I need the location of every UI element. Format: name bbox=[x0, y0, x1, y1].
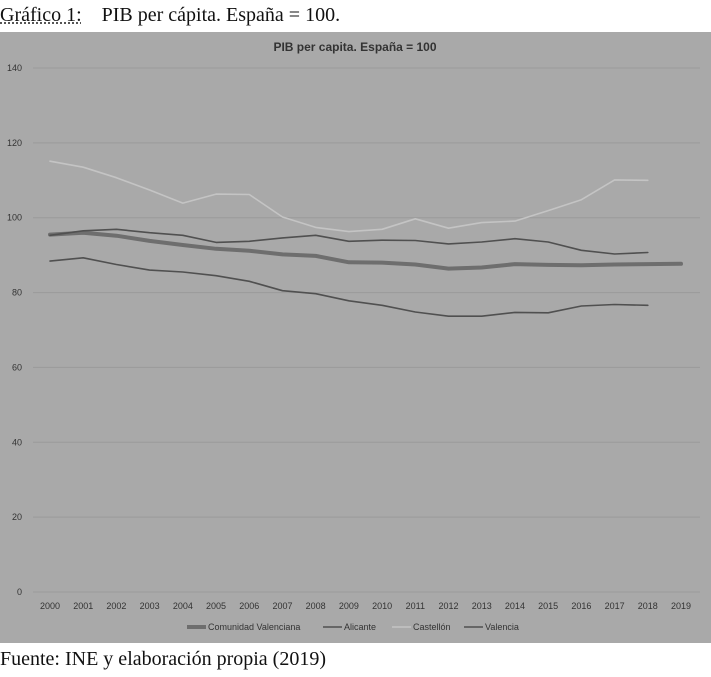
legend-label-valencia: Valencia bbox=[485, 622, 519, 632]
x-tick-label: 2014 bbox=[505, 601, 525, 611]
x-tick-label: 2003 bbox=[140, 601, 160, 611]
series-line-alicante bbox=[49, 257, 649, 317]
x-tick-label: 2011 bbox=[406, 601, 425, 611]
figure-label: Gráfico 1: bbox=[0, 4, 82, 26]
y-tick-label: 80 bbox=[12, 288, 22, 298]
chart-panel: PIB per capita. España = 100 0 20 40 60 80 10… bbox=[0, 32, 711, 643]
x-tick-label: 2015 bbox=[538, 601, 558, 611]
chart-title: PIB per capita. España = 100 bbox=[273, 40, 436, 54]
figure-title: PIB per cápita. España = 100. bbox=[101, 4, 341, 26]
figure-heading: Gráfico 1: PIB per cápita. España = 100. bbox=[0, 0, 340, 30]
gridlines bbox=[33, 67, 700, 593]
y-tick-label: 60 bbox=[12, 362, 22, 372]
x-axis-ticks: 2000 2001 2002 2003 2004 2005 2006 2007 2008 2009… bbox=[40, 601, 691, 611]
x-tick-label: 2002 bbox=[106, 601, 126, 611]
y-tick-label: 100 bbox=[7, 213, 22, 223]
x-tick-label: 2019 bbox=[671, 601, 691, 611]
legend: Comunidad Valenciana Alicante Castellón Val… bbox=[187, 622, 519, 632]
x-tick-label: 2000 bbox=[40, 601, 60, 611]
legend-label-comunidad-valenciana: Comunidad Valenciana bbox=[208, 622, 300, 632]
y-tick-label: 120 bbox=[7, 138, 22, 148]
x-tick-label: 2017 bbox=[605, 601, 625, 611]
x-tick-label: 2010 bbox=[372, 601, 392, 611]
x-tick-label: 2012 bbox=[439, 601, 459, 611]
series-line-castellon bbox=[49, 160, 649, 233]
y-tick-label: 0 bbox=[17, 587, 22, 597]
source-note: Fuente: INE y elaboración propia (2019) bbox=[0, 648, 327, 670]
legend-label-alicante: Alicante bbox=[344, 622, 376, 632]
x-tick-label: 2009 bbox=[339, 601, 359, 611]
x-tick-label: 2007 bbox=[272, 601, 292, 611]
x-tick-label: 2004 bbox=[173, 601, 193, 611]
y-tick-label: 40 bbox=[12, 437, 22, 447]
y-axis-ticks: 0 20 40 60 80 100 120 140 bbox=[7, 63, 22, 597]
line-chart: PIB per capita. España = 100 0 20 40 60 80 10… bbox=[7, 40, 700, 632]
legend-label-castellon: Castellón bbox=[413, 622, 451, 632]
series-lines bbox=[48, 160, 683, 317]
y-tick-label: 140 bbox=[7, 63, 22, 73]
x-tick-label: 2008 bbox=[306, 601, 326, 611]
x-tick-label: 2001 bbox=[73, 601, 93, 611]
x-tick-label: 2016 bbox=[571, 601, 591, 611]
x-tick-label: 2018 bbox=[638, 601, 658, 611]
x-tick-label: 2005 bbox=[206, 601, 226, 611]
series-line-comunidad-valenciana bbox=[48, 230, 683, 271]
x-tick-label: 2013 bbox=[472, 601, 492, 611]
x-tick-label: 2006 bbox=[239, 601, 259, 611]
y-tick-label: 20 bbox=[12, 512, 22, 522]
series-line-valencia bbox=[49, 228, 649, 255]
